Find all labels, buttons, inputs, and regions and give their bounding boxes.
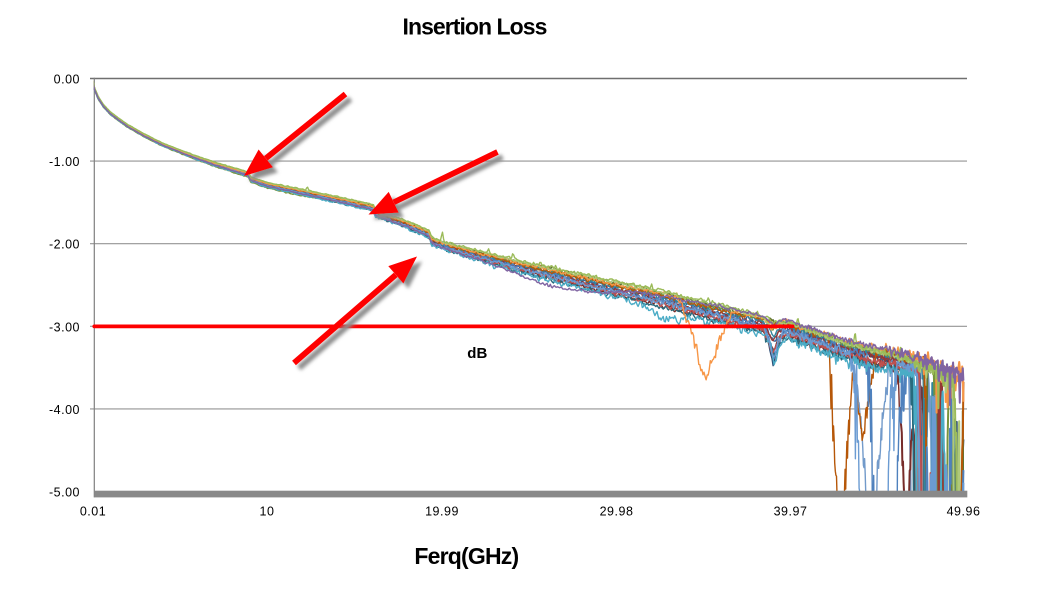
svg-text:10: 10 — [260, 505, 275, 519]
svg-text:29.98: 29.98 — [600, 505, 634, 519]
svg-text:49.96: 49.96 — [947, 505, 981, 519]
svg-text:Insertion Loss: Insertion Loss — [403, 13, 547, 39]
svg-text:0.01: 0.01 — [80, 505, 106, 519]
svg-text:Ferq(GHz): Ferq(GHz) — [414, 543, 518, 569]
svg-text:-4.00: -4.00 — [49, 403, 80, 417]
svg-text:dB: dB — [467, 345, 487, 362]
svg-text:0.00: 0.00 — [54, 73, 80, 87]
svg-text:-5.00: -5.00 — [49, 486, 80, 500]
svg-text:-2.00: -2.00 — [49, 238, 80, 252]
svg-text:-1.00: -1.00 — [49, 155, 80, 169]
svg-text:19.99: 19.99 — [425, 505, 459, 519]
svg-text:-3.00: -3.00 — [49, 320, 80, 334]
svg-text:39.97: 39.97 — [774, 505, 808, 519]
